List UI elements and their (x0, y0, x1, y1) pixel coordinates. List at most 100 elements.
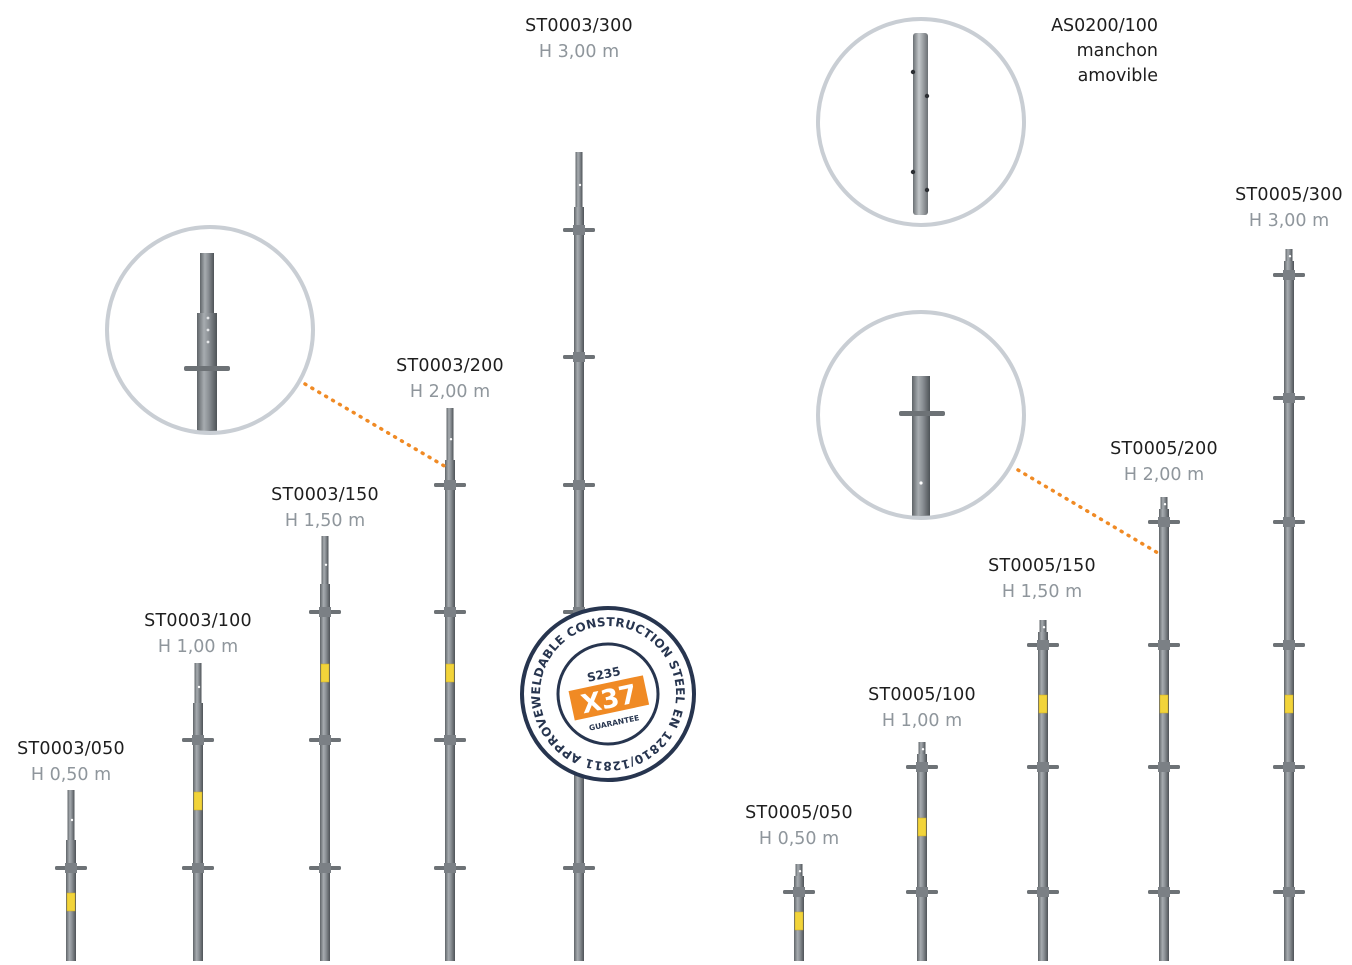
badge-mark-bg (568, 675, 650, 721)
pole-hole (449, 438, 453, 441)
pole-hole (578, 183, 582, 187)
rosette-hub (192, 735, 204, 745)
standard-pole (55, 790, 87, 961)
zoom-tube (912, 376, 930, 517)
pole-spigot (1285, 249, 1293, 261)
pole-hole (921, 748, 925, 751)
zoom-sleeve-tube (913, 33, 928, 215)
standard-pole (906, 742, 938, 961)
pole-label-sticker (1159, 694, 1169, 714)
zoom-content (910, 33, 930, 215)
pole-spigot (1039, 620, 1047, 632)
pole-label-sticker (1038, 694, 1048, 714)
pole-tube (917, 754, 927, 961)
zoom-border (105, 225, 315, 435)
rosette-hub (65, 863, 77, 873)
zoom-hole (919, 481, 923, 485)
pole-spigot (918, 742, 926, 754)
sleeve-code: AS0200/100 (1051, 16, 1158, 36)
pole-spigot (67, 790, 75, 840)
pole-spigot (194, 663, 202, 703)
rosette-hub (1158, 762, 1170, 772)
product-code: ST0003/100 (144, 611, 252, 631)
leader-line-st0005 (1016, 468, 1160, 555)
zoom-spigot (200, 253, 214, 313)
pole-hole (1163, 503, 1167, 506)
pole-label-sticker (917, 817, 927, 837)
product-height: H 1,50 m (284, 511, 366, 531)
standard-pole (182, 663, 214, 961)
product-label-st0003-100: ST0003/100 H 1,00 m (144, 608, 252, 660)
product-height: H 0,50 m (30, 765, 112, 785)
pole-tube (574, 207, 584, 961)
pole-tube (320, 584, 330, 961)
standard-pole (434, 408, 466, 961)
pole-label-sticker (320, 663, 330, 683)
rosette-hub (1283, 762, 1295, 772)
product-code: ST0003/150 (271, 485, 379, 505)
rosette-hub (1283, 270, 1295, 280)
zoom-tube (197, 313, 217, 432)
standard-pole (563, 152, 595, 961)
product-code: ST0005/200 (1110, 439, 1218, 459)
product-height: H 3,00 m (1248, 211, 1330, 231)
product-code: ST0003/050 (17, 739, 125, 759)
pole-spigot (446, 408, 454, 460)
zoom-border (816, 310, 1026, 520)
rosette-hub (1037, 762, 1049, 772)
rosette-hub (444, 480, 456, 490)
zoom-st0003-spigot (105, 225, 315, 435)
rosette-hub (916, 762, 928, 772)
product-label-st0003-150: ST0003/150 H 1,50 m (271, 482, 379, 534)
zoom-border (816, 17, 1026, 227)
pole-hole (197, 685, 201, 689)
pole-hole (1042, 626, 1046, 629)
zoom-sleeve-hole (910, 69, 916, 75)
rosette-hub (444, 735, 456, 745)
pole-label-sticker (66, 892, 76, 912)
zoom-hole (206, 328, 210, 332)
standard-pole (309, 536, 341, 961)
rosette-hub (319, 735, 331, 745)
zoom-sleeve-hole (924, 187, 930, 193)
pole-spigot (321, 536, 329, 584)
rosette-hub (1037, 887, 1049, 897)
pole-label-sticker (1284, 694, 1294, 714)
product-code: ST0003/200 (396, 356, 504, 376)
rosette-hub (319, 863, 331, 873)
pole-spigot (575, 152, 583, 207)
pole-hole (798, 870, 802, 873)
rosette-hub (1158, 887, 1170, 897)
standard-pole (783, 864, 815, 961)
rosette-hub (1283, 640, 1295, 650)
rosette-hub (319, 607, 331, 617)
product-code: ST0005/050 (745, 803, 853, 823)
zoom-content (184, 253, 230, 432)
standard-poles (55, 152, 1305, 961)
sleeve-label: AS0200/100 manchon amovible (1051, 14, 1158, 89)
product-label-st0005-300: ST0005/300 H 3,00 m (1235, 182, 1343, 234)
product-label-st0005-150: ST0005/150 H 1,50 m (988, 553, 1096, 605)
rosette-hub (1158, 640, 1170, 650)
zoom-content (899, 376, 945, 517)
sleeve-name-line2: amovible (1077, 66, 1158, 86)
product-label-st0003-050: ST0003/050 H 0,50 m (17, 736, 125, 788)
rosette-hub (1283, 393, 1295, 403)
badge-grade: S235 (586, 664, 622, 685)
pole-tube (1284, 261, 1294, 961)
product-height: H 1,50 m (1001, 582, 1083, 602)
zoom-circles (105, 17, 1160, 555)
rosette-hub (916, 887, 928, 897)
rosette-hub (573, 863, 585, 873)
product-code: ST0005/150 (988, 556, 1096, 576)
zoom-sleeve-hole (924, 93, 930, 99)
zoom-sleeve-hole (910, 169, 916, 175)
pole-spigot (795, 864, 803, 876)
zoom-rosette (184, 366, 230, 371)
product-height: H 2,00 m (409, 382, 491, 402)
product-height: H 1,00 m (881, 711, 963, 731)
pole-label-sticker (445, 663, 455, 683)
rosette-hub (192, 863, 204, 873)
rosette-hub (444, 863, 456, 873)
